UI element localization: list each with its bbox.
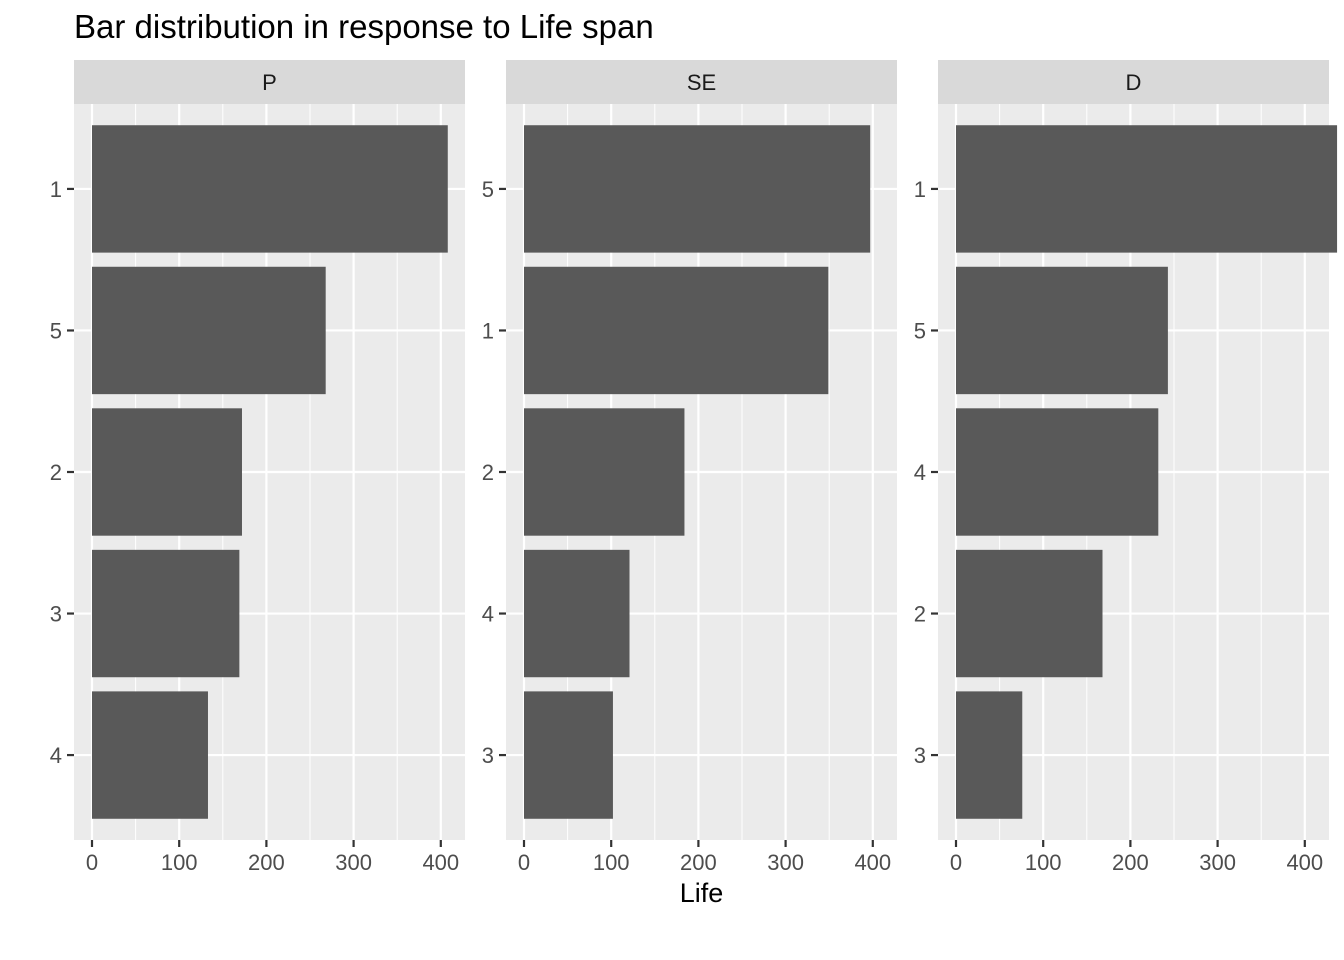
x-tick-label: 300 — [767, 850, 804, 875]
facet-strip — [506, 60, 897, 104]
y-tick-label: 3 — [50, 602, 62, 627]
x-tick-label: 200 — [1112, 850, 1149, 875]
bar-D-4 — [956, 408, 1159, 536]
y-tick-label: 1 — [914, 177, 926, 202]
facet-strip-label: P — [262, 70, 277, 95]
x-tick-label: 100 — [593, 850, 630, 875]
x-tick-label: 0 — [950, 850, 962, 875]
facet-panel-D: D 1 5 4 2 3 0 100 200 300 400 — [914, 60, 1338, 875]
x-tick-label: 0 — [86, 850, 98, 875]
facet-panel-SE: SE 5 1 2 4 3 0 100 200 300 400 — [482, 60, 897, 875]
facet-strip-label: SE — [687, 70, 716, 95]
x-tick-label: 400 — [422, 850, 459, 875]
x-tick-label: 0 — [518, 850, 530, 875]
bar-P-2 — [92, 408, 242, 536]
bar-P-1 — [92, 125, 448, 253]
bar-SE-2 — [524, 408, 685, 536]
y-tick-label: 4 — [482, 602, 494, 627]
x-tick-label: 200 — [248, 850, 285, 875]
bar-D-2 — [956, 549, 1103, 678]
bar-P-3 — [92, 549, 240, 678]
bar-D-3 — [956, 691, 1023, 819]
bar-SE-5 — [524, 125, 871, 253]
x-tick-label: 300 — [1199, 850, 1236, 875]
y-tick-label: 3 — [914, 743, 926, 768]
y-tick-label: 1 — [50, 177, 62, 202]
x-tick-label: 100 — [1025, 850, 1062, 875]
y-tick-label: 5 — [50, 318, 62, 343]
facet-strip — [938, 60, 1329, 104]
y-tick-label: 4 — [50, 743, 62, 768]
y-tick-label: 2 — [914, 602, 926, 627]
bar-P-5 — [92, 266, 326, 395]
y-tick-label: 4 — [914, 460, 926, 485]
bar-P-4 — [92, 691, 208, 819]
chart-title: Bar distribution in response to Life spa… — [74, 8, 654, 45]
y-tick-label: 5 — [482, 177, 494, 202]
bar-SE-4 — [524, 549, 630, 678]
x-tick-label: 400 — [1286, 850, 1323, 875]
y-tick-label: 3 — [482, 743, 494, 768]
bar-D-5 — [956, 266, 1168, 395]
facet-strip — [74, 60, 465, 104]
y-tick-label: 2 — [50, 460, 62, 485]
y-tick-label: 1 — [482, 318, 494, 343]
bar-D-1 — [956, 125, 1338, 253]
facet-strip-label: D — [1126, 70, 1142, 95]
x-tick-label: 100 — [161, 850, 198, 875]
x-tick-label: 300 — [335, 850, 372, 875]
facet-panel-P: P 1 5 2 3 4 0 100 200 300 400 — [50, 60, 465, 875]
bar-SE-1 — [524, 266, 829, 395]
x-tick-label: 200 — [680, 850, 717, 875]
x-axis-title: Life — [680, 878, 724, 908]
y-tick-label: 2 — [482, 460, 494, 485]
bar-SE-3 — [524, 691, 613, 819]
x-tick-label: 400 — [854, 850, 891, 875]
y-tick-label: 5 — [914, 318, 926, 343]
